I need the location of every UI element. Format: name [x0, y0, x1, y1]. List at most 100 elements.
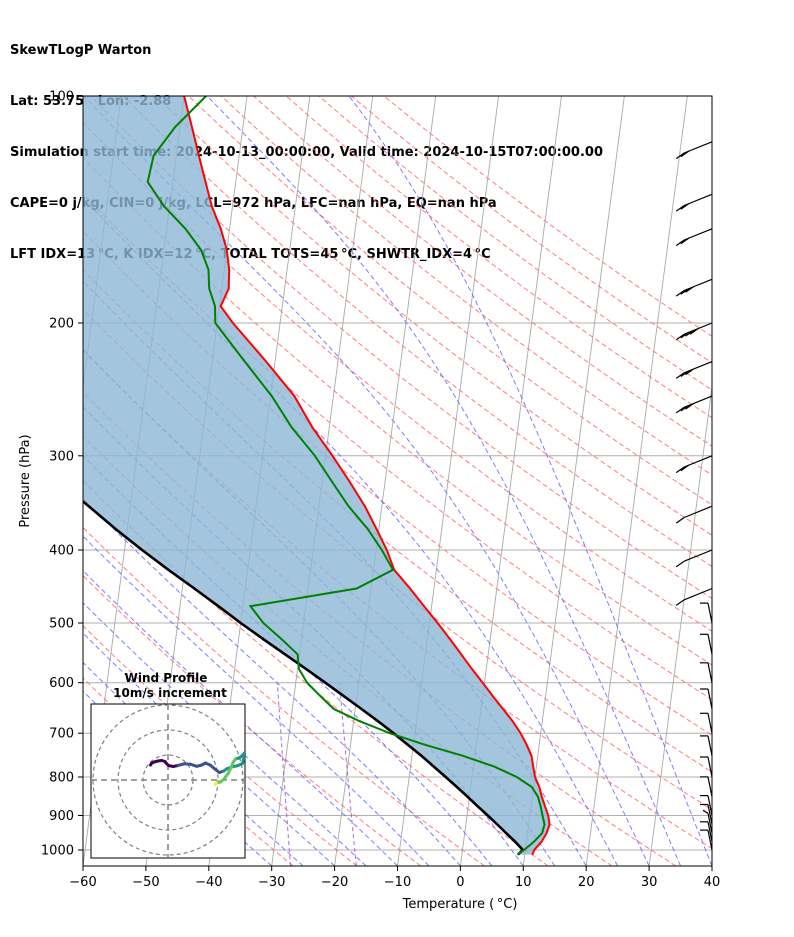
mixing-ratio-line: [339, 682, 357, 866]
x-tick-label: 20: [578, 875, 595, 890]
barb-flag: [680, 203, 690, 210]
x-tick-label: 0: [456, 875, 464, 890]
moist-adiabat-line: [83, 569, 398, 866]
y-tick-label: 400: [49, 544, 74, 559]
wind-barb: [700, 688, 713, 710]
barb-flag: [685, 403, 694, 410]
barb-flag: [680, 370, 690, 377]
dewpoint-profile-line: [146, 96, 546, 856]
wind-barb: [700, 803, 713, 825]
barb-flag: [685, 286, 694, 293]
dry-adiabat-line: [155, 96, 712, 536]
barb-flag: [675, 517, 685, 524]
barb-staff: [683, 455, 713, 468]
dry-adiabat-line: [123, 96, 712, 568]
wind-barb: [675, 505, 713, 524]
y-tick-label: 800: [49, 771, 74, 786]
y-tick-label: 600: [49, 676, 74, 691]
temperature-profile-line: [183, 96, 551, 855]
x-tick-label: −10: [384, 875, 411, 890]
barb-flag: [675, 333, 685, 341]
barb-flag: [685, 330, 694, 337]
isotherm-line: [334, 96, 437, 866]
x-tick-label: −30: [258, 875, 285, 890]
wind-barb: [675, 141, 713, 160]
barb-staff: [707, 713, 713, 734]
y-tick-label: 100: [49, 90, 74, 105]
wind-barb: [700, 829, 713, 851]
y-tick-label: 900: [49, 809, 74, 824]
x-axis-label: Temperature ( °C): [402, 897, 518, 912]
barb-flag: [680, 464, 690, 472]
x-tick-label: 30: [641, 875, 658, 890]
wind-barb: [700, 602, 713, 624]
y-tick-label: 700: [49, 727, 74, 742]
wind-barb: [700, 633, 713, 655]
wind-barb: [700, 756, 713, 778]
barb-staff: [683, 141, 713, 154]
parcel-shading: [83, 96, 550, 855]
isotherm-line: [585, 96, 688, 866]
axis-ticks: −60 −50 −40 −30 −20 −10 0 10 20 30 40 1000 900 800 700…: [41, 90, 720, 891]
barb-flag: [675, 599, 685, 606]
barb-staff: [683, 361, 713, 374]
moist-adiabat-line: [83, 96, 650, 866]
barb-staff: [707, 829, 713, 851]
isotherm-line: [648, 383, 712, 866]
barb-staff: [683, 228, 713, 241]
barb-staff: [683, 505, 713, 519]
barb-flag: [675, 406, 685, 414]
parcel-profile-line: [83, 499, 525, 856]
barb-flag: [675, 560, 685, 568]
moist-adiabat-line: [83, 535, 430, 866]
barb-flag: [680, 404, 690, 412]
dry-adiabat-line: [188, 96, 712, 506]
barb-flag: [689, 328, 699, 335]
y-tick-label: 1000: [41, 844, 74, 859]
dry-adiabat-line: [83, 193, 712, 701]
x-tick-label: −50: [132, 875, 159, 890]
moist-adiabat-line: [83, 497, 461, 866]
wind-barb: [675, 361, 713, 379]
barb-staff: [707, 756, 713, 778]
barb-flag: [680, 331, 690, 339]
barb-flag: [680, 237, 690, 245]
wind-barb: [700, 776, 713, 797]
x-tick-label: −20: [321, 875, 348, 890]
wind-barb: [675, 395, 713, 414]
wind-barb: [675, 455, 713, 474]
barb-flag: [675, 372, 685, 379]
barb-flag: [675, 205, 685, 212]
barb-staff: [707, 735, 713, 756]
moist-adiabat-line: [83, 602, 367, 866]
barb-flag: [685, 368, 694, 376]
barb-flag: [680, 150, 690, 158]
wind-barb: [675, 193, 713, 212]
dry-adiabat-line: [253, 96, 712, 447]
wind-barb: [700, 735, 713, 756]
barb-staff: [707, 634, 713, 655]
wind-barb: [675, 549, 713, 568]
barb-flag: [675, 239, 685, 247]
barb-staff: [683, 587, 713, 601]
hodograph-title: Wind Profile: [125, 671, 208, 685]
barb-staff: [707, 821, 713, 842]
wind-barb: [700, 794, 713, 816]
barb-staff: [707, 804, 713, 825]
barb-staff: [707, 688, 713, 710]
dry-adiabat-line: [83, 121, 712, 632]
barb-flag: [675, 290, 685, 297]
wind-barb: [700, 662, 713, 683]
title-station: SkewTLogP Warton: [10, 43, 152, 58]
profile-lines: [83, 96, 551, 856]
wind-barb: [700, 712, 713, 734]
barb-staff: [707, 776, 713, 797]
dry-adiabat-line: [285, 96, 712, 419]
wind-barb: [675, 228, 713, 247]
x-tick-label: −40: [195, 875, 222, 890]
barb-staff: [707, 795, 713, 816]
barb-staff: [707, 813, 713, 834]
moist-adiabat-line: [83, 632, 335, 866]
wind-barb: [700, 821, 713, 842]
wind-barb: [675, 587, 713, 606]
